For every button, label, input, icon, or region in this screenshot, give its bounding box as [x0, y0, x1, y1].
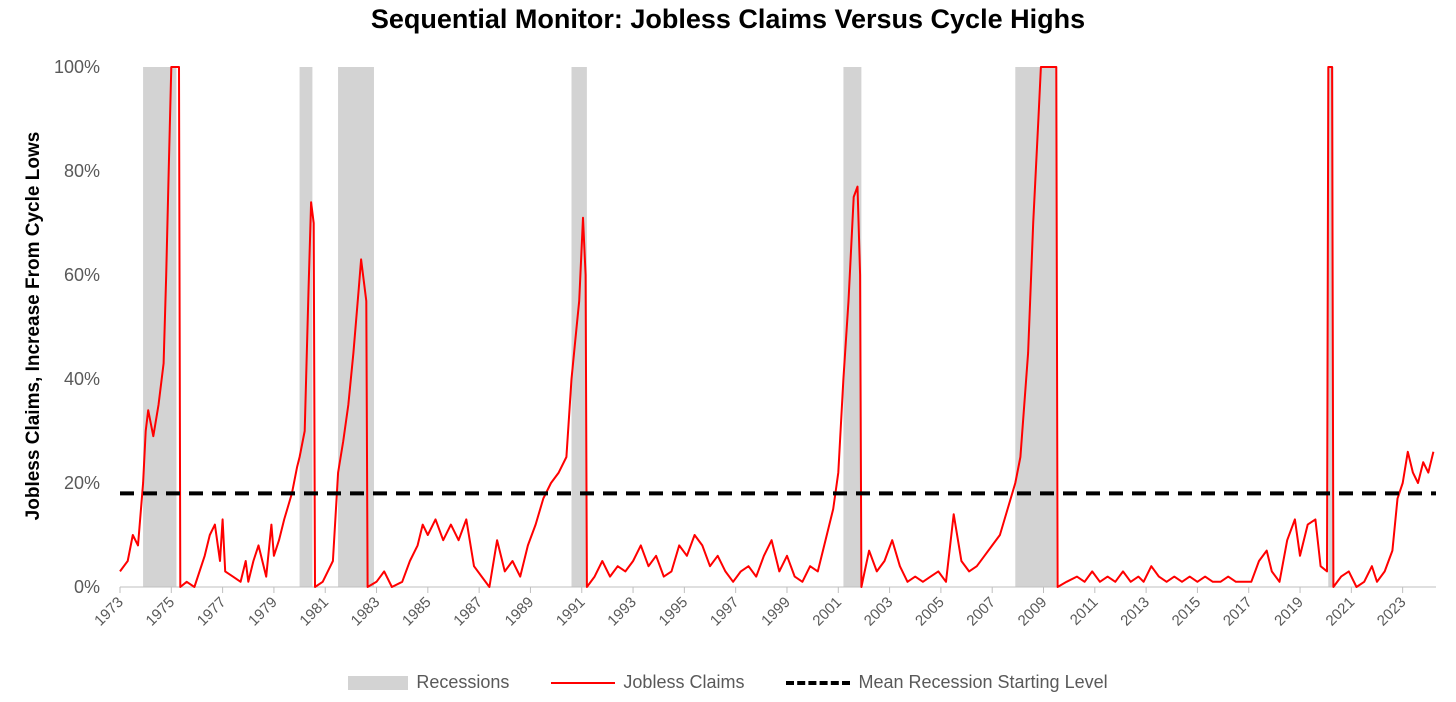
legend-swatch-recessions: [348, 675, 409, 690]
y-tick-label: 0%: [74, 577, 100, 597]
x-tick-label: 1991: [553, 594, 589, 630]
x-tick-label: 1989: [502, 594, 538, 630]
x-tick-label: 1981: [296, 594, 332, 630]
recession-band-1: [143, 67, 177, 587]
series-line-jobless-claims: [119, 66, 1435, 588]
x-tick-label: 2001: [809, 594, 845, 630]
x-tick-label: 2017: [1220, 594, 1256, 630]
legend-item-recessions: Recessions: [348, 672, 509, 693]
recession-band-2: [299, 67, 313, 587]
x-tick-label: 1997: [707, 594, 743, 630]
x-tick-label: 1973: [91, 594, 127, 630]
x-tick-label: 2021: [1323, 594, 1359, 630]
legend-label-jobless-claims: Jobless Claims: [623, 672, 745, 692]
x-tick-label: 1995: [656, 594, 692, 630]
x-tick-label: 1993: [604, 594, 640, 630]
x-tick-label: 1999: [758, 594, 794, 630]
legend-label-recessions: Recessions: [416, 672, 510, 692]
y-tick-label: 60%: [64, 265, 100, 285]
x-tick-label: 1975: [143, 594, 179, 630]
recession-bands: [143, 67, 1334, 587]
x-axis-ticks: 1973 1975 1977 1979 1981 1983 1985 1987 1989 1991…: [91, 587, 1409, 629]
legend-swatch-jobless-claims: [551, 681, 616, 684]
x-tick-label: 2011: [1067, 594, 1102, 629]
x-tick-label: 1987: [450, 594, 486, 630]
x-tick-label: 2019: [1271, 594, 1307, 630]
x-tick-label: 2009: [1015, 594, 1051, 630]
recession-band-4: [571, 67, 587, 587]
x-tick-label: 2005: [912, 594, 948, 630]
x-tick-label: 1979: [245, 594, 281, 630]
x-tick-label: 1977: [194, 594, 230, 630]
legend-item-mean-level: Mean Recession Starting Level: [786, 672, 1108, 693]
x-tick-label: 2023: [1374, 594, 1410, 630]
y-tick-label: 40%: [64, 369, 100, 389]
series-layer: [119, 66, 1436, 588]
y-tick-label: 100%: [54, 57, 100, 77]
x-tick-label: 1985: [399, 594, 435, 630]
chart-title: Sequential Monitor: Jobless Claims Versu…: [370, 4, 1086, 34]
legend-label-mean-level: Mean Recession Starting Level: [858, 672, 1108, 692]
y-tick-label: 80%: [64, 161, 100, 181]
y-axis-ticks: 0% 20% 40% 60% 80% 100%: [54, 57, 100, 597]
recession-band-7: [1328, 67, 1334, 587]
legend-swatch-mean-level: [786, 680, 851, 685]
x-tick-label: 2003: [861, 594, 897, 630]
recession-band-6: [1015, 67, 1057, 587]
x-tick-label: 2007: [963, 594, 999, 630]
x-tick-label: 2015: [1169, 594, 1205, 630]
legend-item-jobless-claims: Jobless Claims: [551, 672, 744, 693]
y-tick-label: 20%: [64, 473, 100, 493]
x-tick-label: 2013: [1117, 594, 1153, 630]
legend: Recessions Jobless Claims Mean Recession…: [0, 672, 1456, 693]
x-tick-label: 1983: [348, 594, 384, 630]
